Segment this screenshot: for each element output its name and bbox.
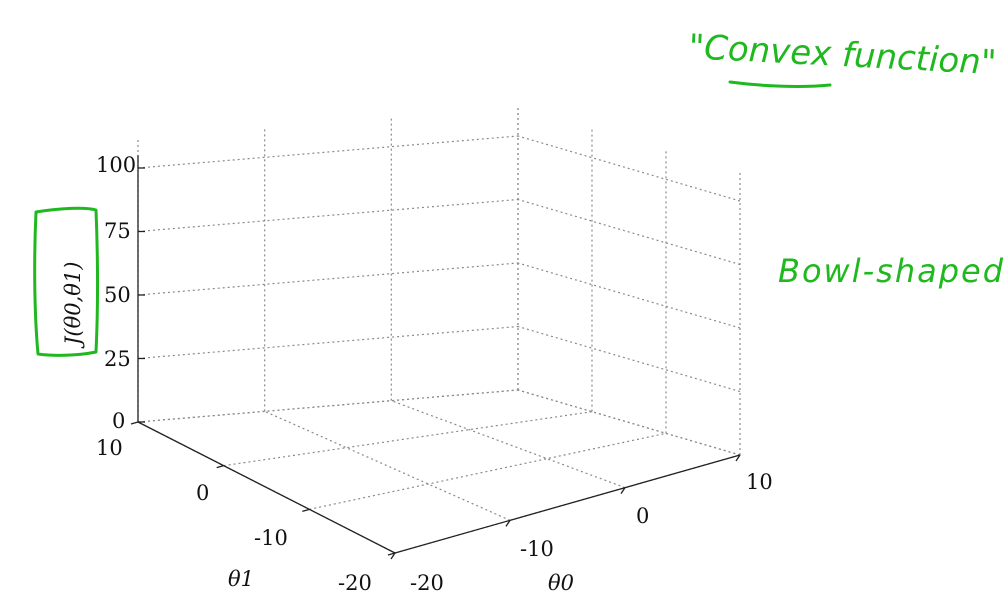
- y-tick-mark: [130, 421, 139, 425]
- grid-line: [517, 262, 741, 329]
- y-tick-mark: [387, 552, 396, 556]
- y-tick-mark: [216, 465, 224, 469]
- y-tick-label: 0: [196, 481, 209, 505]
- grid-line: [137, 135, 519, 169]
- grid-lines: [137, 105, 741, 554]
- axes: [130, 155, 741, 560]
- annotation-bowl-shaped: Bowl-shaped: [778, 252, 1004, 290]
- y-tick-label: 10: [96, 436, 123, 460]
- grid-line: [309, 432, 667, 510]
- grid-line: [517, 325, 741, 393]
- underline-stroke: [728, 80, 832, 88]
- grid-line: [137, 325, 519, 360]
- x-axis-line: [394, 454, 741, 554]
- x-tick-label: -10: [520, 537, 554, 561]
- y-axis-label: θ1: [228, 567, 254, 591]
- y-tick-mark: [302, 508, 310, 512]
- annotation-convex-function: "Convex function": [688, 27, 998, 83]
- grid-line: [264, 410, 511, 521]
- x-axis-label: θ0: [548, 571, 574, 595]
- y-tick-label: -20: [338, 571, 372, 595]
- y-axis-line: [137, 421, 396, 554]
- grid-line: [517, 198, 741, 266]
- x-tick-mark: [505, 519, 511, 527]
- grid-line: [517, 389, 741, 456]
- z-tick-label: 50: [104, 283, 131, 307]
- grid-line: [223, 411, 593, 467]
- z-axis-label: J(θ0,θ1): [61, 262, 85, 350]
- x-tick-label: 10: [746, 470, 773, 494]
- highlight-box: [33, 206, 99, 357]
- x-tick-label: 0: [636, 504, 649, 528]
- x-tick-label: -20: [410, 571, 444, 595]
- grid-line: [137, 262, 519, 296]
- z-tick-label: 100: [96, 153, 136, 177]
- z-tick-label: 25: [104, 347, 131, 371]
- y-tick-label: -10: [254, 526, 288, 550]
- grid-line: [517, 135, 741, 202]
- x-tick-mark: [735, 454, 741, 462]
- z-tick-label: 75: [104, 219, 131, 243]
- x-tick-mark: [390, 552, 396, 560]
- z-tick-label: 0: [112, 409, 125, 433]
- x-tick-mark: [620, 487, 626, 495]
- grid-line: [391, 400, 626, 489]
- grid-line: [137, 389, 519, 423]
- grid-line: [137, 198, 519, 233]
